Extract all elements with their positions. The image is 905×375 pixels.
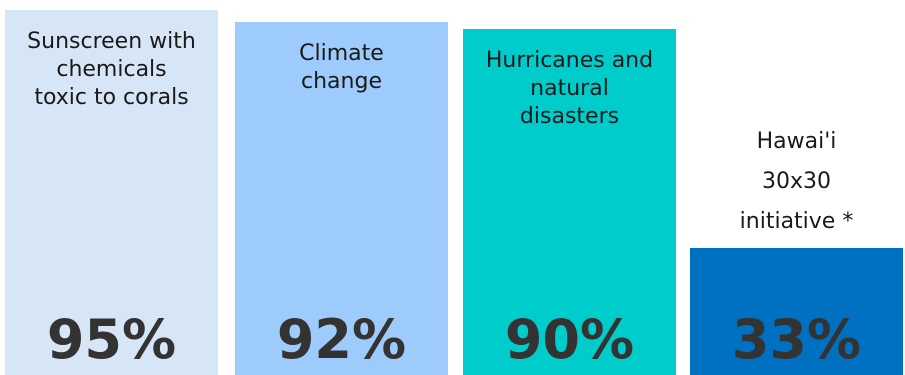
category-label-line: chemicals xyxy=(56,57,167,83)
category-label-line: 30x30 xyxy=(761,169,831,195)
category-label-hurricanes-and-natural-disasters: Hurricanes and natural disasters xyxy=(463,47,676,131)
category-label-line: natural xyxy=(530,76,609,102)
category-label-line: change xyxy=(301,68,382,94)
category-label-line: Hawai'i xyxy=(756,129,837,155)
category-label-line: initiative * xyxy=(739,209,854,235)
category-label-climate-change: Climate change xyxy=(235,40,448,96)
category-label-line: Sunscreen with xyxy=(27,29,196,55)
bar-sunscreen-with-chemicals-toxic-to-corals xyxy=(5,10,218,375)
category-label-line: toxic to corals xyxy=(34,85,189,111)
value-label-hawai-i-30x30-initiative: 33% xyxy=(731,308,862,371)
category-label-line: Climate xyxy=(299,40,384,66)
category-label-hawai-i-30x30-initiative: Hawai'i 30x30 initiative * xyxy=(690,122,903,242)
category-label-line: disasters xyxy=(519,104,620,130)
value-label-climate-change: 92% xyxy=(276,308,407,371)
bar-climate-change xyxy=(235,21,448,375)
category-label-sunscreen-with-chemicals-toxic-to-corals: Sunscreen with chemicals toxic to corals xyxy=(5,28,218,112)
bar-hurricanes-and-natural-disasters xyxy=(463,29,676,375)
bar-hawai-i-30x30-initiative xyxy=(690,248,903,375)
category-label-line: Hurricanes and xyxy=(485,48,654,74)
value-label-sunscreen-with-chemicals-toxic-to-corals: 95% xyxy=(46,308,177,371)
value-label-hurricanes-and-natural-disasters: 90% xyxy=(504,308,635,371)
